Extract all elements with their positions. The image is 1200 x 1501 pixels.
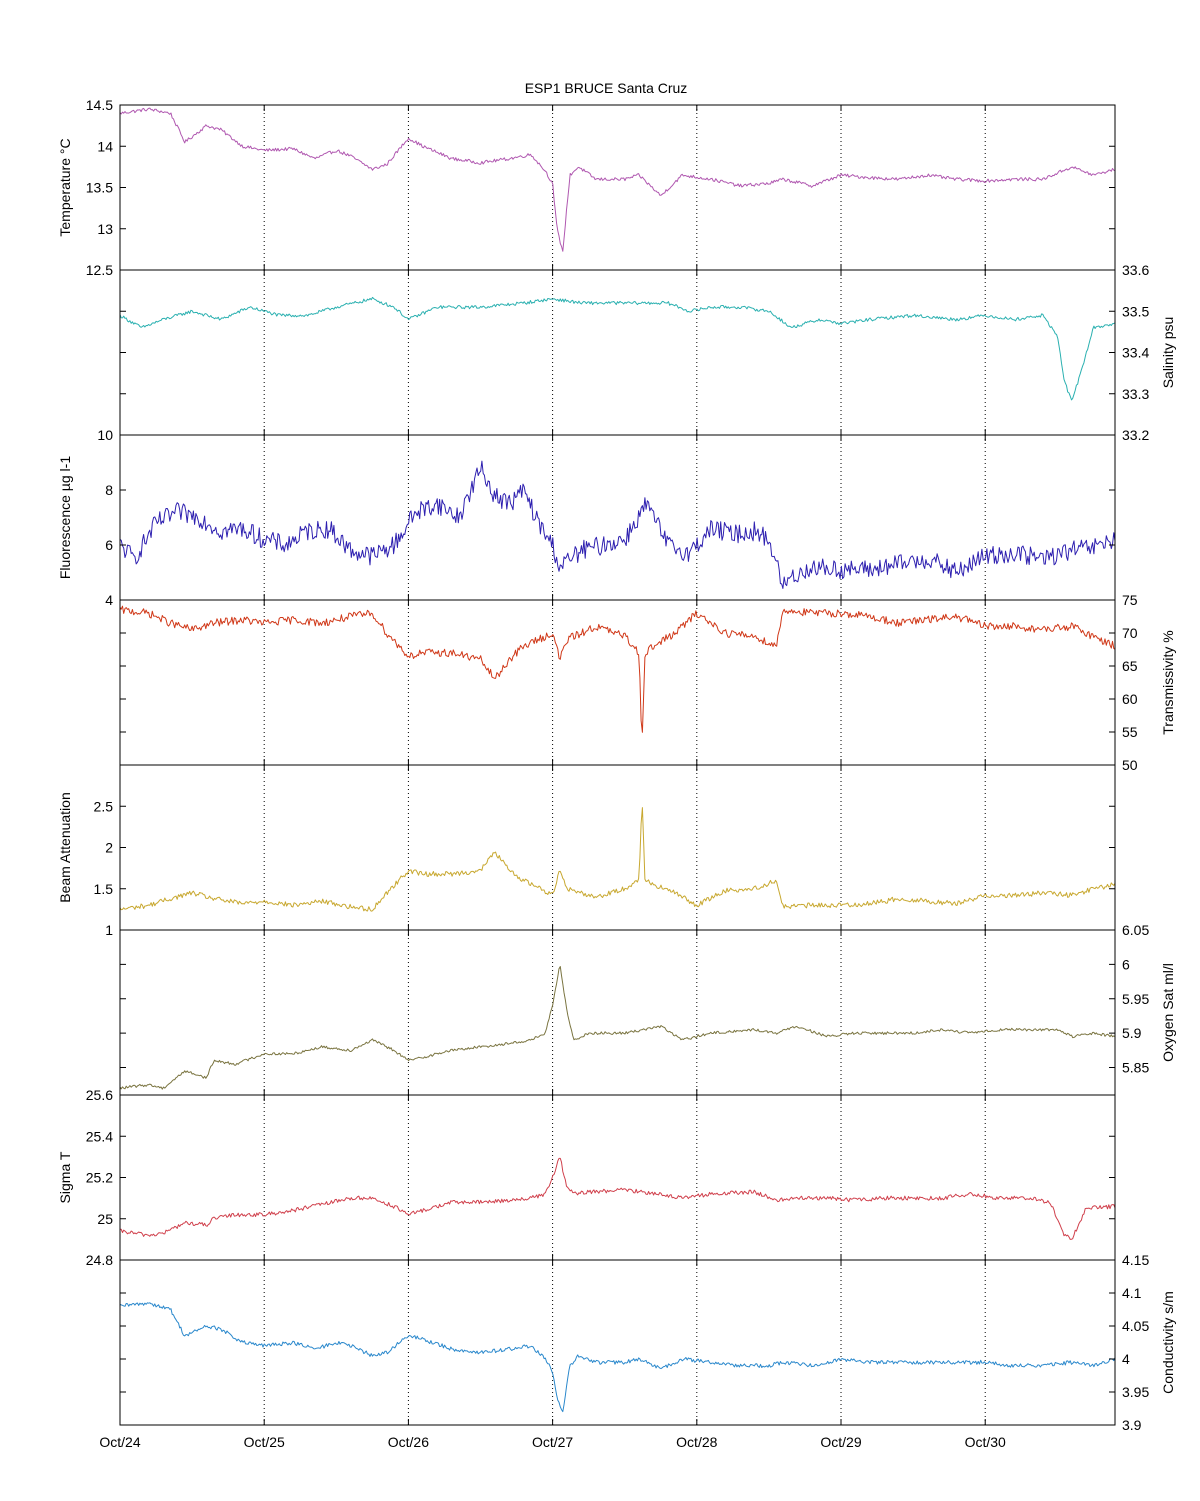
panel-7: 24.8 25 25.2 25.4 25.6 Sigma T [57, 1087, 1116, 1268]
y-tick-label: 1.5 [94, 881, 114, 897]
x-tick-label: Oct/26 [388, 1434, 429, 1450]
series-line [119, 296, 1116, 401]
y-tick-label: 6.05 [1122, 922, 1149, 938]
chart-title: ESP1 BRUCE Santa Cruz [525, 80, 688, 96]
y-tick-label: 5.9 [1122, 1025, 1142, 1041]
x-tick-label: Oct/25 [244, 1434, 285, 1450]
x-tick-label: Oct/27 [532, 1434, 573, 1450]
panel-1: 12.5 13 13.5 14 14.5 Temperature °C [57, 97, 1116, 278]
y-tick-label: 70 [1122, 625, 1138, 641]
y-tick-label: 33.2 [1122, 427, 1149, 443]
y-tick-label: 14 [97, 138, 113, 154]
y-tick-label: 33.4 [1122, 345, 1149, 361]
y-tick-label: 4.15 [1122, 1252, 1149, 1268]
y-tick-label: 60 [1122, 691, 1138, 707]
series-line [119, 966, 1116, 1090]
y-tick-label: 5.85 [1122, 1060, 1149, 1076]
y-tick-label: 50 [1122, 757, 1138, 773]
y-tick-label: 75 [1122, 592, 1138, 608]
x-tick-label: Oct/30 [965, 1434, 1006, 1450]
y-tick-label: 24.8 [86, 1252, 113, 1268]
y-axis-label: Transmissivity % [1160, 630, 1176, 735]
y-tick-label: 1 [105, 922, 113, 938]
axes-frame [119, 1259, 1116, 1426]
y-tick-label: 3.9 [1122, 1417, 1142, 1433]
y-tick-label: 25.2 [86, 1170, 113, 1186]
y-tick-label: 25.6 [86, 1087, 113, 1103]
y-tick-label: 12.5 [86, 262, 113, 278]
x-tick-label: Oct/29 [820, 1434, 861, 1450]
y-tick-label: 14.5 [86, 97, 113, 113]
y-axis-label: Sigma T [57, 1151, 73, 1203]
y-tick-label: 55 [1122, 724, 1138, 740]
y-tick-label: 25 [97, 1211, 113, 1227]
y-tick-label: 10 [97, 427, 113, 443]
y-axis-label: Temperature °C [57, 138, 73, 236]
y-tick-label: 13 [97, 221, 113, 237]
y-tick-label: 8 [105, 482, 113, 498]
y-tick-label: 4.05 [1122, 1318, 1149, 1334]
y-axis-label: Beam Attenuation [57, 792, 73, 903]
y-tick-label: 2.5 [94, 798, 114, 814]
series-line [119, 807, 1116, 912]
series-line [120, 1157, 1116, 1240]
x-tick-label: Oct/28 [676, 1434, 717, 1450]
series-line [119, 1302, 1116, 1413]
panel-2: 33.2 33.3 33.4 33.5 33.6 Salinity psu [119, 262, 1176, 443]
series-line [119, 107, 1116, 252]
y-axis-label: Fluorescence µg l-1 [57, 456, 73, 579]
y-tick-label: 4 [1122, 1351, 1130, 1367]
y-tick-label: 6 [1122, 956, 1130, 972]
y-tick-label: 4 [105, 592, 113, 608]
y-tick-label: 13.5 [86, 180, 113, 196]
series-line [119, 460, 1116, 589]
y-axis-label: Salinity psu [1160, 317, 1176, 389]
panel-8: 3.9 3.95 4 4.05 4.1 4.15 Conductivity s/m Oct/2… [99, 1252, 1176, 1450]
y-tick-label: 6 [105, 537, 113, 553]
y-tick-label: 25.4 [86, 1128, 113, 1144]
series-line [119, 605, 1116, 733]
y-tick-label: 3.95 [1122, 1384, 1149, 1400]
x-tick-label: Oct/24 [99, 1434, 140, 1450]
y-tick-label: 4.1 [1122, 1285, 1142, 1301]
y-tick-label: 2 [105, 840, 113, 856]
y-tick-label: 33.3 [1122, 386, 1149, 402]
y-tick-label: 65 [1122, 658, 1138, 674]
y-tick-label: 33.5 [1122, 303, 1149, 319]
y-axis-label: Conductivity s/m [1160, 1291, 1176, 1394]
y-tick-label: 5.95 [1122, 991, 1149, 1007]
y-axis-label: Oxygen Sat ml/l [1160, 963, 1176, 1062]
y-tick-label: 33.6 [1122, 262, 1149, 278]
